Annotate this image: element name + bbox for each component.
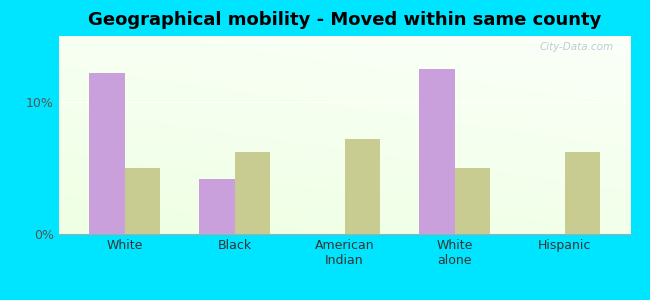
Bar: [344, 139, 380, 234]
Bar: [89, 73, 125, 234]
Bar: [564, 152, 600, 234]
Title: Geographical mobility - Moved within same county: Geographical mobility - Moved within sam…: [88, 11, 601, 29]
Bar: [200, 178, 235, 234]
Bar: [454, 168, 489, 234]
Text: City-Data.com: City-Data.com: [540, 42, 614, 52]
Bar: [419, 69, 454, 234]
Bar: [235, 152, 270, 234]
Bar: [125, 168, 160, 234]
